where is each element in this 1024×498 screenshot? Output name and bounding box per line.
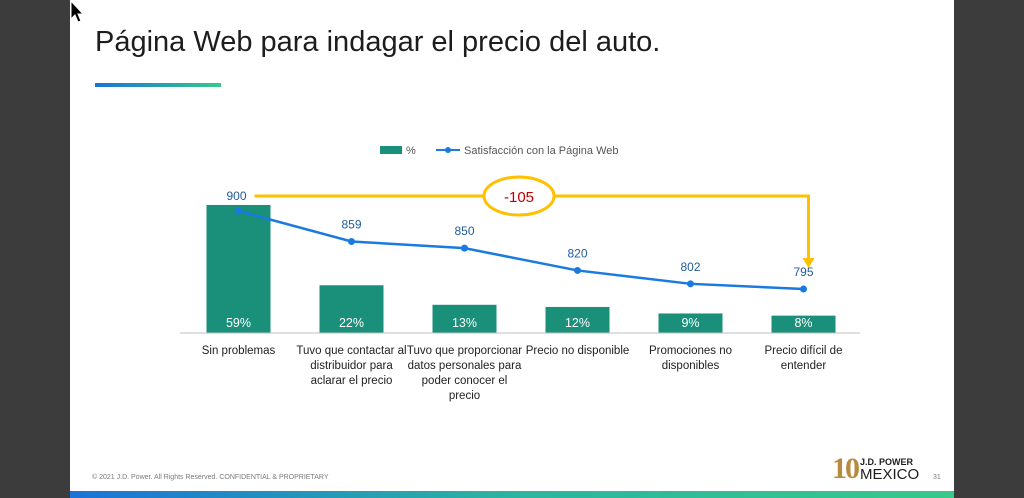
satisfaction-line	[238, 209, 804, 291]
line-point-4	[687, 280, 694, 288]
bar-0	[206, 204, 271, 333]
bar-1	[319, 285, 384, 333]
category-label-4: Promociones no disponibles	[648, 345, 733, 372]
line-point-1	[348, 237, 355, 245]
bar-label-0: 59%	[226, 316, 251, 330]
bar-5	[771, 315, 836, 333]
line-label-2: 850	[454, 224, 474, 238]
footer-copyright: © 2021 J.D. Power. All Rights Reserved. …	[92, 474, 329, 481]
page-number: 31	[933, 474, 941, 481]
jd-power-logo: 10 J.D. POWER MEXICO	[832, 452, 932, 485]
line-label-0: 900	[226, 189, 246, 203]
legend-label-bars: %	[406, 145, 416, 157]
line-point-5	[800, 285, 807, 293]
bar-label-3: 12%	[565, 316, 590, 330]
bar-4	[658, 313, 723, 333]
line-label-4: 802	[680, 260, 700, 274]
bar-label-5: 8%	[794, 316, 812, 330]
category-label-5: Precio difícil de entender	[764, 345, 843, 372]
logo-country: MEXICO	[860, 466, 920, 483]
line-label-3: 820	[567, 246, 587, 260]
legend-swatch-bars	[380, 146, 402, 154]
category-label-3: Precio no disponible	[525, 345, 630, 357]
title-accent-bar	[95, 83, 221, 87]
bar-label-1: 22%	[339, 316, 364, 330]
chart-svg: % Satisfacción con la Página Web 59% 22% 13%…	[180, 145, 860, 334]
category-label-0: Sin problemas	[201, 345, 276, 357]
annotation-arrow	[254, 194, 810, 261]
line-label-1: 859	[341, 217, 361, 231]
logo-ten: 10	[832, 452, 860, 485]
bar-label-4: 9%	[681, 316, 699, 330]
slide-title: Página Web para indagar el precio del au…	[95, 26, 661, 58]
logo-brand: J.D. POWER	[860, 457, 914, 467]
line-point-0	[235, 207, 242, 215]
bar-3	[545, 306, 610, 333]
chart: % Satisfacción con la Página Web 59% 22% 13%…	[70, 130, 954, 465]
bar-label-2: 13%	[452, 316, 477, 330]
slide: Página Web para indagar el precio del au…	[70, 0, 954, 498]
bar-2	[432, 304, 497, 333]
line-label-5: 795	[793, 265, 813, 279]
bottom-color-strip	[70, 491, 954, 498]
mouse-pointer-icon	[70, 0, 84, 23]
legend-label-line: Satisfacción con la Página Web	[464, 145, 619, 157]
line-point-2	[461, 244, 468, 252]
annotation-ellipse	[482, 175, 556, 217]
annotation-arrowhead	[802, 258, 815, 269]
annotation-label: -105	[504, 189, 534, 206]
category-label-2: Tuvo que proporcionar datos personales p…	[406, 345, 523, 402]
category-label-1: Tuvo que contactar al distribuidor para …	[296, 345, 407, 387]
line-point-3	[574, 266, 581, 274]
legend-marker-line	[445, 147, 451, 153]
